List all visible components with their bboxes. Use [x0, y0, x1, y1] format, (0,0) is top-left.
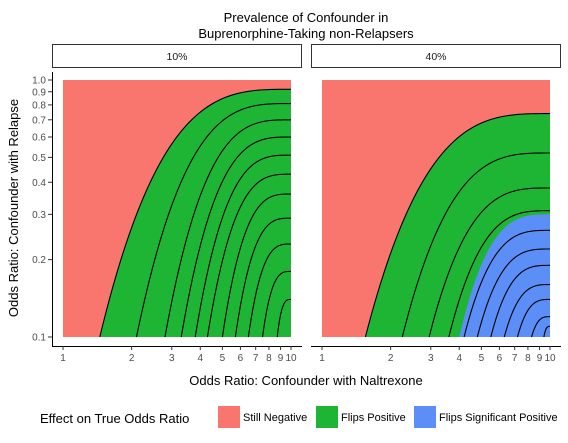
contour-line-9 [247, 243, 291, 338]
x-tick-label: 6 [497, 353, 503, 364]
x-tick-label: 8 [525, 353, 531, 364]
facet-panels: 10%1 2 3 4 5 6 7 8 9 100.10.20.30.40.50.60.70.80.… [32, 44, 561, 364]
x-tick-label: 10 [285, 353, 297, 364]
x-tick-label: 4 [456, 353, 462, 364]
legend-item-3: Flips Significant Positive [414, 406, 558, 428]
facet-strip [311, 44, 561, 68]
facet-strip [52, 44, 302, 68]
facet-strip-label: 10% [166, 51, 187, 63]
chart-title-line-1: Prevalence of Confounder in [224, 10, 389, 25]
legend: Effect on True Odds Ratio Still Negative… [40, 406, 558, 428]
legend-item-1: Still Negative [218, 406, 307, 428]
y-tick-label: 1.0 [32, 76, 46, 87]
y-tick-label: 0.8 [32, 100, 46, 111]
y-tick-label: 0.5 [32, 153, 46, 164]
contour-line-11 [543, 325, 550, 338]
x-tick-label: 2 [388, 353, 394, 364]
facet-panel-1: 10% 1 2 3 4 5 6 7 8 9 10 0.1 0.2 0.3 0.4 0.5 0.6 0.7 0.8 0.… [32, 44, 302, 364]
x-tick-label: 10 [544, 353, 556, 364]
contour-line-1 [99, 88, 291, 338]
x-tick-label: 9 [537, 353, 543, 364]
y-tick-label: 0.4 [32, 178, 46, 189]
x-tick-label: 7 [512, 353, 518, 364]
y-axis-title: Odds Ratio: Confounder with Relapse [6, 99, 21, 317]
x-tick-label: 1 [319, 353, 325, 364]
x-tick-label: 3 [169, 353, 175, 364]
region-flips-significant-positive [459, 214, 550, 337]
x-tick-label: 5 [479, 353, 485, 364]
facet-panel-2: 40% 1 2 3 4 5 6 7 8 9 10 [311, 44, 561, 364]
contour-line-3 [164, 119, 291, 338]
x-tick-label: 6 [238, 353, 244, 364]
x-axis-title: Odds Ratio: Confounder with Naltrexone [189, 373, 422, 388]
x-tick-label: 8 [266, 353, 272, 364]
x-tick-label: 9 [278, 353, 284, 364]
contour-line-7 [221, 193, 291, 338]
legend-swatch [218, 406, 240, 428]
legend-swatch [316, 406, 338, 428]
contour-line-2 [135, 102, 291, 338]
contour-line-8 [234, 217, 291, 338]
y-tick-label: 0.1 [32, 333, 46, 344]
y-tick-label: 0.7 [32, 115, 46, 126]
x-tick-label: 1 [60, 353, 66, 364]
contour-line-11 [276, 298, 291, 338]
contour-line-4 [448, 210, 550, 338]
contour-line-1 [364, 113, 550, 338]
x-tick-label: 7 [253, 353, 259, 364]
x-tick-label: 3 [428, 353, 434, 364]
y-tick-label: 0.2 [32, 255, 46, 266]
contour-line-5 [463, 229, 550, 338]
contour-line-5 [194, 154, 291, 338]
chart-title-line-2: Buprenorphine-Taking non-Relapsers [198, 26, 414, 41]
contour-line-10 [261, 270, 292, 338]
contour-line-3 [428, 187, 550, 338]
y-tick-label: 0.3 [32, 210, 46, 221]
contour-line-9 [516, 298, 550, 338]
legend-label: Still Negative [243, 412, 307, 424]
contour-line-7 [490, 264, 550, 338]
contour-line-2 [401, 152, 550, 338]
contour-line-10 [531, 316, 550, 338]
y-tick-label: 0.9 [32, 87, 46, 98]
legend-title: Effect on True Odds Ratio [40, 411, 189, 426]
y-tick-label: 0.6 [32, 133, 46, 144]
contour-line-8 [503, 283, 550, 338]
x-tick-label: 2 [129, 353, 135, 364]
legend-label: Flips Positive [341, 412, 406, 424]
contour-line-6 [476, 248, 550, 338]
legend-item-2: Flips Positive [316, 406, 406, 428]
x-tick-label: 5 [220, 353, 226, 364]
x-tick-label: 4 [197, 353, 203, 364]
contour-line-4 [180, 136, 291, 338]
facet-strip-label: 40% [425, 51, 446, 63]
legend-swatch [414, 406, 436, 428]
contour-line-6 [206, 173, 291, 338]
legend-label: Flips Significant Positive [439, 412, 558, 424]
